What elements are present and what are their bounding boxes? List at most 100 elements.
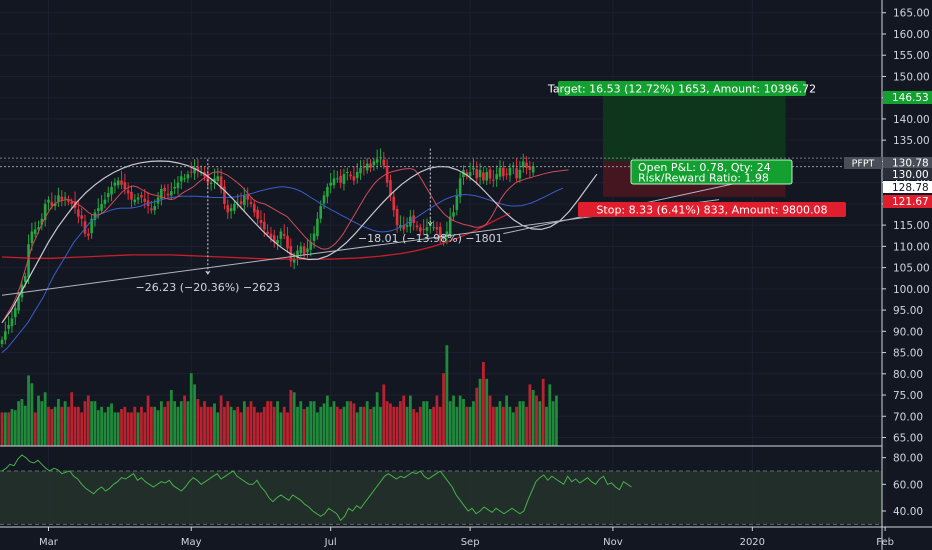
volume-bar bbox=[203, 401, 206, 446]
volume-bar bbox=[319, 406, 323, 446]
rsi-axis[interactable]: 40.00 60.00 80.00 bbox=[882, 453, 923, 518]
candle-body bbox=[445, 231, 449, 237]
candle-body bbox=[63, 197, 67, 199]
candle-body bbox=[166, 193, 170, 196]
volume-bar bbox=[7, 412, 11, 446]
candle-body bbox=[83, 221, 87, 234]
candle-body bbox=[352, 176, 356, 181]
volume-bar bbox=[531, 390, 535, 446]
position-target-zone[interactable] bbox=[602, 91, 786, 162]
volume-bar bbox=[355, 412, 359, 446]
candle-body bbox=[106, 193, 110, 198]
volume-bar bbox=[123, 406, 127, 446]
target-label[interactable]: Target: 16.53 (12.72%) 1653, Amount: 103… bbox=[547, 81, 816, 96]
candle-body bbox=[189, 171, 193, 173]
time-tick-label: Mar bbox=[39, 537, 59, 548]
volume-bar bbox=[485, 378, 489, 446]
volume-bar bbox=[518, 401, 522, 446]
volume-bar bbox=[196, 398, 200, 446]
candle-body bbox=[179, 176, 183, 182]
volume-bar bbox=[515, 406, 518, 446]
volume-bar bbox=[246, 406, 250, 446]
volume-bar bbox=[309, 401, 313, 446]
volume-bar bbox=[76, 406, 80, 446]
candle-body bbox=[495, 174, 498, 180]
volume-bar bbox=[432, 406, 435, 446]
volume-bar bbox=[322, 403, 326, 446]
volume-bar bbox=[153, 406, 157, 446]
candle-body bbox=[209, 182, 213, 184]
candle-body bbox=[186, 174, 190, 179]
volume-bar bbox=[93, 401, 97, 446]
volume-bar bbox=[150, 406, 153, 446]
measure-label: −26.23 (−20.36%) −2623 bbox=[136, 281, 281, 294]
candle-body bbox=[415, 225, 419, 228]
candle-body bbox=[349, 174, 352, 177]
candle-body bbox=[90, 218, 93, 234]
volume-bar bbox=[110, 403, 113, 446]
candle-body bbox=[502, 167, 505, 177]
candle-body bbox=[229, 208, 233, 212]
volume-bar bbox=[43, 392, 47, 446]
time-axis[interactable]: Mar May Jul Sep Nov 2020 Feb bbox=[39, 527, 894, 548]
candle-body bbox=[515, 168, 518, 179]
candle-body bbox=[67, 200, 70, 202]
volume-bar bbox=[306, 406, 309, 446]
candle-body bbox=[392, 196, 396, 211]
time-tick-label: Feb bbox=[876, 537, 894, 548]
volume-bar bbox=[20, 398, 24, 446]
volume-bar bbox=[80, 412, 84, 446]
candle-body bbox=[110, 186, 113, 195]
volume-bar bbox=[183, 395, 186, 446]
volume-bar bbox=[113, 412, 117, 446]
candle-body bbox=[266, 231, 269, 234]
volume-bar bbox=[511, 412, 515, 446]
measure-label: −18.01 (−13.98%) −1801 bbox=[358, 232, 503, 245]
candle-body bbox=[130, 191, 133, 200]
volume-bar bbox=[47, 406, 50, 446]
candle-body bbox=[365, 163, 369, 171]
candle-body bbox=[362, 166, 366, 168]
volume-bar bbox=[545, 406, 548, 446]
candle-body bbox=[359, 167, 362, 174]
volume-bar bbox=[116, 412, 120, 446]
volume-bar bbox=[103, 412, 107, 446]
volume-bar bbox=[369, 409, 372, 446]
volume-bar bbox=[0, 412, 4, 446]
time-tick-label: May bbox=[181, 537, 202, 548]
volume-bar bbox=[342, 406, 346, 446]
stop-label[interactable]: Stop: 8.33 (6.41%) 833, Amount: 9800.08 bbox=[578, 202, 846, 217]
pnl-label[interactable]: Open P&L: 0.78, Qty: 24 Risk/Reward Rati… bbox=[630, 159, 793, 185]
volume-bar bbox=[395, 406, 399, 446]
candle-body bbox=[100, 203, 103, 211]
candle-body bbox=[269, 233, 273, 238]
volume-bar bbox=[209, 406, 213, 446]
time-tick-label: Sep bbox=[461, 537, 480, 548]
volume-bar bbox=[345, 401, 349, 446]
volume-bar bbox=[166, 401, 170, 446]
volume-bars bbox=[0, 345, 558, 446]
volume-bar bbox=[229, 406, 233, 446]
candle-body bbox=[50, 202, 54, 207]
rsi-tick-label: 80.00 bbox=[893, 453, 923, 465]
volume-bar bbox=[40, 401, 44, 446]
measure-annotations[interactable]: −26.23 (−20.36%) −2623 −18.01 (−13.98%) −… bbox=[136, 148, 503, 294]
pnl-text: Open P&L: 0.78, Qty: 24 bbox=[638, 161, 771, 174]
volume-bar bbox=[528, 384, 532, 446]
candle-body bbox=[17, 297, 20, 311]
candle-body bbox=[316, 218, 319, 237]
candle-body bbox=[299, 246, 303, 254]
candle-body bbox=[399, 225, 402, 228]
volume-bar bbox=[508, 406, 512, 446]
volume-bar bbox=[405, 406, 409, 446]
candle-body bbox=[492, 179, 495, 181]
candle-body bbox=[33, 229, 37, 235]
volume-bar bbox=[462, 398, 465, 446]
candle-body bbox=[259, 220, 263, 223]
volume-bar bbox=[455, 406, 459, 446]
volume-bar bbox=[179, 401, 183, 446]
candle-body bbox=[30, 231, 34, 243]
candle-body bbox=[7, 324, 10, 329]
candle-body bbox=[87, 233, 90, 236]
